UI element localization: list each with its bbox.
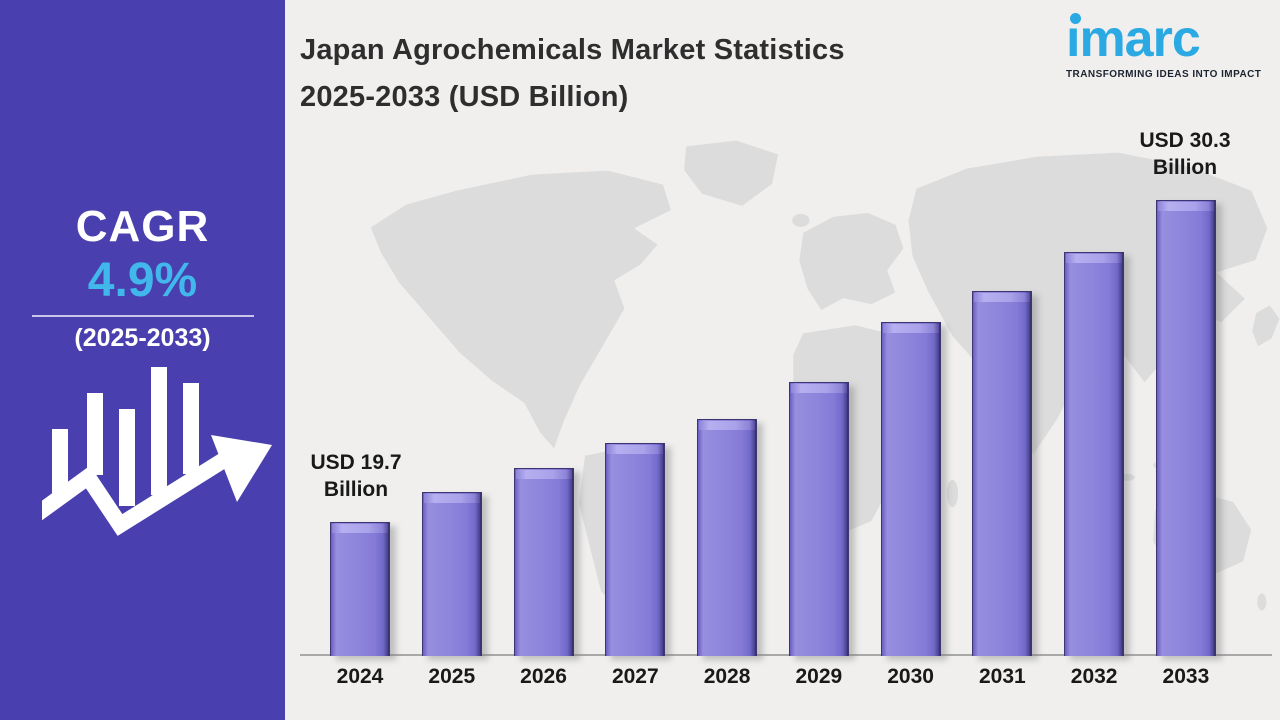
bars-row [330,200,1216,656]
year-label-2024: 2024 [336,665,384,688]
x-axis-labels: 2024 2025 2026 2027 2028 2029 2030 2031 2032 2033 [330,665,1216,689]
bar-chart-trend-arrow-icon [42,367,272,536]
cagr-sidebar: CAGR 4.9% (2025-2033) [0,0,285,720]
bar-2026 [513,468,574,656]
bar-col-2024 [330,200,390,656]
cagr-period: (2025-2033) [74,324,211,352]
imarc-logo-tagline: TRANSFORMING IDEAS INTO IMPACT [1066,69,1262,80]
value-label-2033: USD 30.3 Billion [1139,129,1231,179]
bar-2030 [880,322,941,656]
chart-title-line2: 2025-2033 (USD Billion) [300,81,629,113]
bar-2028 [697,419,758,656]
chart-panel: Japan Agrochemicals Market Statistics 20… [285,0,1280,720]
bar-2025 [421,492,482,656]
cagr-value: 4.9% [87,254,198,307]
bar-col-2026 [513,200,574,656]
bar-2031 [972,291,1033,656]
year-label-2026: 2026 [520,665,567,688]
bar-2033 [1155,200,1216,656]
bar-col-2025 [421,200,482,656]
year-label-2032: 2032 [1070,665,1118,688]
imarc-logo: ımarc TRANSFORMING IDEAS INTO IMPACT [1066,10,1266,80]
bar-col-2029 [788,200,849,656]
year-label-2025: 2025 [428,665,476,688]
year-label-2029: 2029 [795,665,843,688]
value-label-2024: USD 19.7 Billion [310,451,402,501]
imarc-logo-i-dot-icon [1070,13,1081,24]
bar-col-2032 [1064,200,1125,656]
imarc-logo-text: ımarc [1066,10,1201,68]
year-label-2030: 2030 [887,665,934,688]
year-label-2028: 2028 [703,665,751,688]
bar-col-2030 [880,200,941,656]
bar-2032 [1064,252,1125,656]
cagr-label: CAGR [75,202,210,251]
x-axis-line [300,654,1272,656]
bar-2024 [330,522,390,656]
bar-2029 [788,382,849,656]
bar-col-2033 [1155,200,1216,656]
year-label-2027: 2027 [611,665,659,688]
cagr-block: CAGR 4.9% (2025-2033) [0,202,285,353]
cagr-divider [31,315,254,317]
bar-col-2028 [697,200,758,656]
year-label-2031: 2031 [979,665,1026,688]
imarc-logo-wordmark: ımarc [1066,10,1266,68]
chart-title-line1: Japan Agrochemicals Market Statistics [300,34,845,66]
bar-col-2027 [605,200,666,656]
bar-2027 [605,443,666,656]
bar-col-2031 [972,200,1033,656]
year-label-2033: 2033 [1162,665,1210,688]
chart-title: Japan Agrochemicals Market Statistics 20… [300,27,1020,121]
